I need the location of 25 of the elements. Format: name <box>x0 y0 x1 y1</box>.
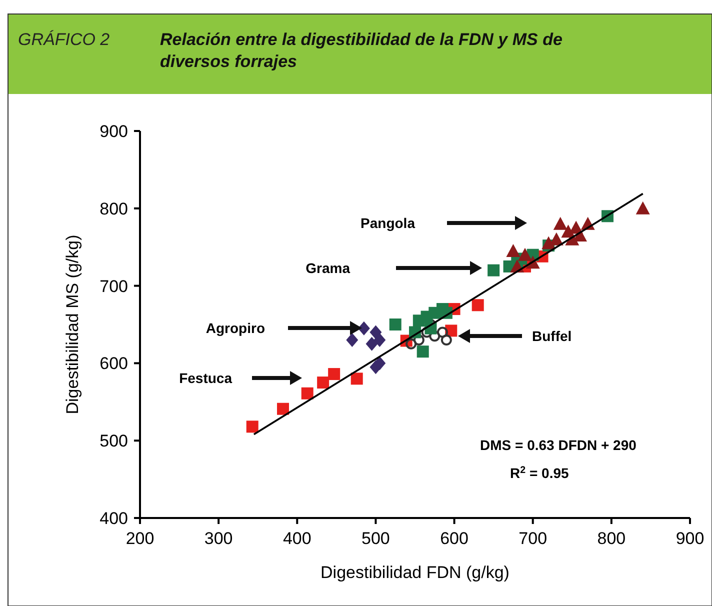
x-tick-label: 400 <box>282 529 312 548</box>
x-tick-label: 900 <box>676 529 704 548</box>
x-tick-label: 800 <box>597 529 626 548</box>
chart-subtitle: GRÁFICO 2 <box>18 30 110 49</box>
annotation: R$^{2}$ = 0.95 <box>510 464 569 481</box>
x-axis-title: Digestibilidad FDN (g/kg) <box>320 563 510 582</box>
x-tick-label: 200 <box>126 529 154 548</box>
chart-title: Relación entre la digestibilidad de la FDN y MS de diversos forrajes <box>160 30 562 71</box>
annotation: Grama <box>306 260 350 276</box>
y-tick-label: 600 <box>100 354 128 374</box>
y-tick-label: 800 <box>100 199 128 218</box>
x-tick-label: 300 <box>204 529 233 548</box>
y-tick-label: 700 <box>100 276 128 296</box>
annotation: Festuca <box>179 370 232 386</box>
annotation: Buffel <box>532 328 572 344</box>
annotation: DMS = 0.63 DFDN + 290 <box>480 437 637 453</box>
annotation: Pangola <box>360 215 416 231</box>
y-tick-label: 400 <box>100 509 128 528</box>
x-tick-label: 600 <box>440 529 468 548</box>
x-tick-label: 500 <box>362 529 390 548</box>
y-tick-label: 900 <box>100 122 128 141</box>
x-tick-label: 700 <box>518 529 548 548</box>
annotation: Agropiro <box>206 320 265 336</box>
y-axis-title: Digestibilidad MS (g/kg) <box>63 234 82 414</box>
y-tick-label: 500 <box>100 432 128 451</box>
